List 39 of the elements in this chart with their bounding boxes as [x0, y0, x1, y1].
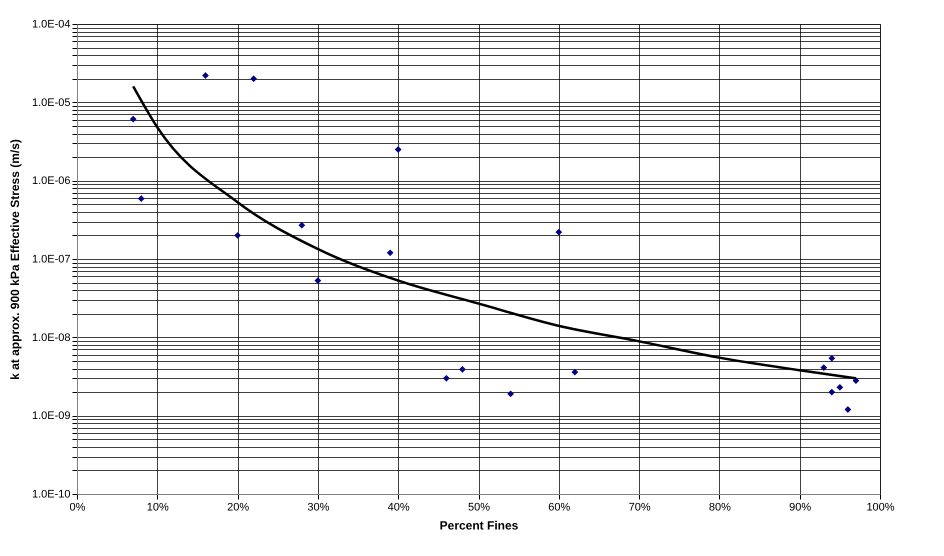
point	[250, 75, 258, 82]
y-tick-label: 1.0E-09	[32, 410, 70, 422]
point	[443, 374, 450, 382]
point	[138, 195, 145, 202]
point	[298, 222, 306, 229]
point	[507, 390, 514, 398]
point	[386, 249, 394, 256]
x-axis-title: Percent Fines	[440, 518, 519, 532]
point	[555, 228, 562, 236]
y-tick-label: 1.0E-04	[32, 18, 70, 30]
x-tick-label: 90%	[789, 502, 812, 514]
y-tick-label: 1.0E-07	[32, 254, 70, 266]
point	[572, 368, 578, 376]
y-axis-title: k at approx. 900 kPa Effective Stress (m/s)	[8, 139, 22, 380]
y-tick-label: 1.0E-08	[32, 332, 70, 344]
y-tick-label: 1.0E-10	[32, 488, 70, 500]
x-tick-label: 50%	[468, 502, 490, 514]
x-tick-label: 30%	[307, 502, 330, 514]
point	[234, 232, 241, 239]
y-tick-label: 1.0E-05	[32, 96, 70, 109]
x-tick-label: 20%	[227, 502, 250, 514]
point	[394, 146, 402, 153]
y-tick-label: 1.0E-06	[32, 175, 70, 188]
point	[314, 277, 322, 284]
x-tick-label: 70%	[628, 502, 651, 514]
point	[836, 384, 844, 391]
x-tick-label: 40%	[388, 502, 410, 514]
point	[828, 354, 836, 362]
x-tick-label: 100%	[866, 502, 895, 514]
point	[202, 72, 209, 79]
point	[459, 366, 466, 373]
point	[820, 364, 828, 372]
point	[130, 116, 137, 123]
x-tick-label: 10%	[146, 502, 170, 514]
point	[828, 388, 836, 396]
x-tick-label: 80%	[708, 502, 732, 514]
x-tick-label: 0%	[70, 502, 86, 514]
point	[844, 406, 852, 413]
x-tick-label: 60%	[548, 502, 571, 514]
